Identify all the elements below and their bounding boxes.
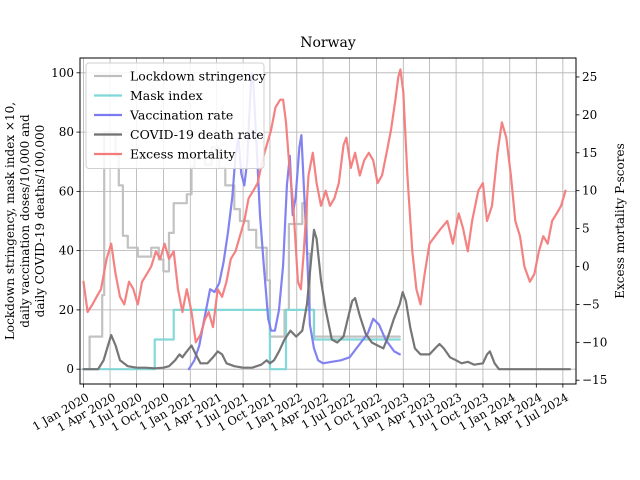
left-y-tick-label: 100 (51, 66, 74, 80)
legend-label-mask-index: Mask index (130, 88, 203, 103)
left-y-tick-label: 40 (59, 244, 74, 258)
right-y-tick-label: −15 (582, 373, 607, 387)
right-y-tick-label: 5 (582, 222, 590, 236)
right-y-tick-label: −5 (582, 297, 600, 311)
series-line-excess-mortality (82, 68, 567, 344)
right-y-tick-label: 25 (582, 70, 597, 84)
left-y-tick-label: 60 (59, 184, 74, 198)
legend-label-lockdown-stringency: Lockdown stringency (130, 69, 267, 84)
chart-title: Norway (300, 35, 356, 51)
plot-frame (79, 57, 577, 385)
left-y-tick-label: 0 (66, 362, 74, 376)
series-line-covid-19-death-rate (82, 228, 571, 371)
right-y-axis-label: Excess mortality P-scores (613, 143, 627, 298)
legend-label-vaccination-rate: Vaccination rate (129, 108, 233, 123)
left-y-axis-label-line: daily COVID-19 deaths/100,000 (33, 125, 47, 318)
right-y-tick-label: −10 (582, 335, 607, 349)
left-y-axis-label-line: Lockdown stringency, mask index ×10, (3, 102, 17, 340)
right-y-tick-label: 10 (582, 184, 597, 198)
legend-label-excess-mortality: Excess mortality (130, 147, 236, 162)
right-y-tick-label: 15 (582, 146, 597, 160)
legend: Lockdown stringency Mask index Vaccination… (85, 62, 267, 169)
legend-label-covid-19-death-rate: COVID-19 death rate (130, 127, 264, 142)
left-y-tick-label: 80 (59, 125, 74, 139)
series-line-mask-index (82, 308, 401, 371)
left-y-tick-label: 20 (59, 303, 74, 317)
series-line-vaccination-rate (187, 71, 401, 371)
legend-frame (85, 62, 265, 169)
right-y-tick-label: 0 (582, 259, 590, 273)
left-y-axis-label-line: daily vaccination doses/10,000 and (18, 114, 32, 328)
right-y-tick-label: 20 (582, 108, 597, 122)
axis-label-layer: Lockdown stringency, mask index ×10, dail… (3, 102, 627, 340)
